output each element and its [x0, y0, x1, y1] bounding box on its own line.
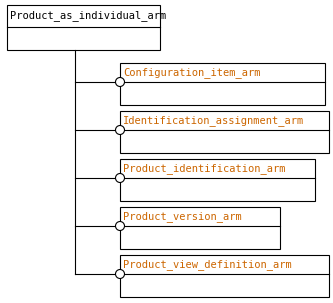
Bar — [120, 159, 315, 201]
Text: Configuration_item_arm: Configuration_item_arm — [123, 67, 260, 78]
Circle shape — [116, 174, 125, 182]
Text: Product_as_individual_arm: Product_as_individual_arm — [10, 11, 166, 22]
Circle shape — [116, 125, 125, 135]
Text: Product_identification_arm: Product_identification_arm — [123, 163, 285, 174]
Bar — [120, 63, 325, 105]
Text: Product_version_arm: Product_version_arm — [123, 211, 242, 222]
Text: Product_view_definition_arm: Product_view_definition_arm — [123, 259, 292, 270]
Bar — [7, 5, 160, 50]
Circle shape — [116, 78, 125, 86]
Bar — [120, 111, 329, 153]
Bar — [120, 207, 280, 249]
Circle shape — [116, 269, 125, 278]
Bar — [120, 255, 329, 297]
Circle shape — [116, 221, 125, 231]
Text: Identification_assignment_arm: Identification_assignment_arm — [123, 115, 304, 126]
